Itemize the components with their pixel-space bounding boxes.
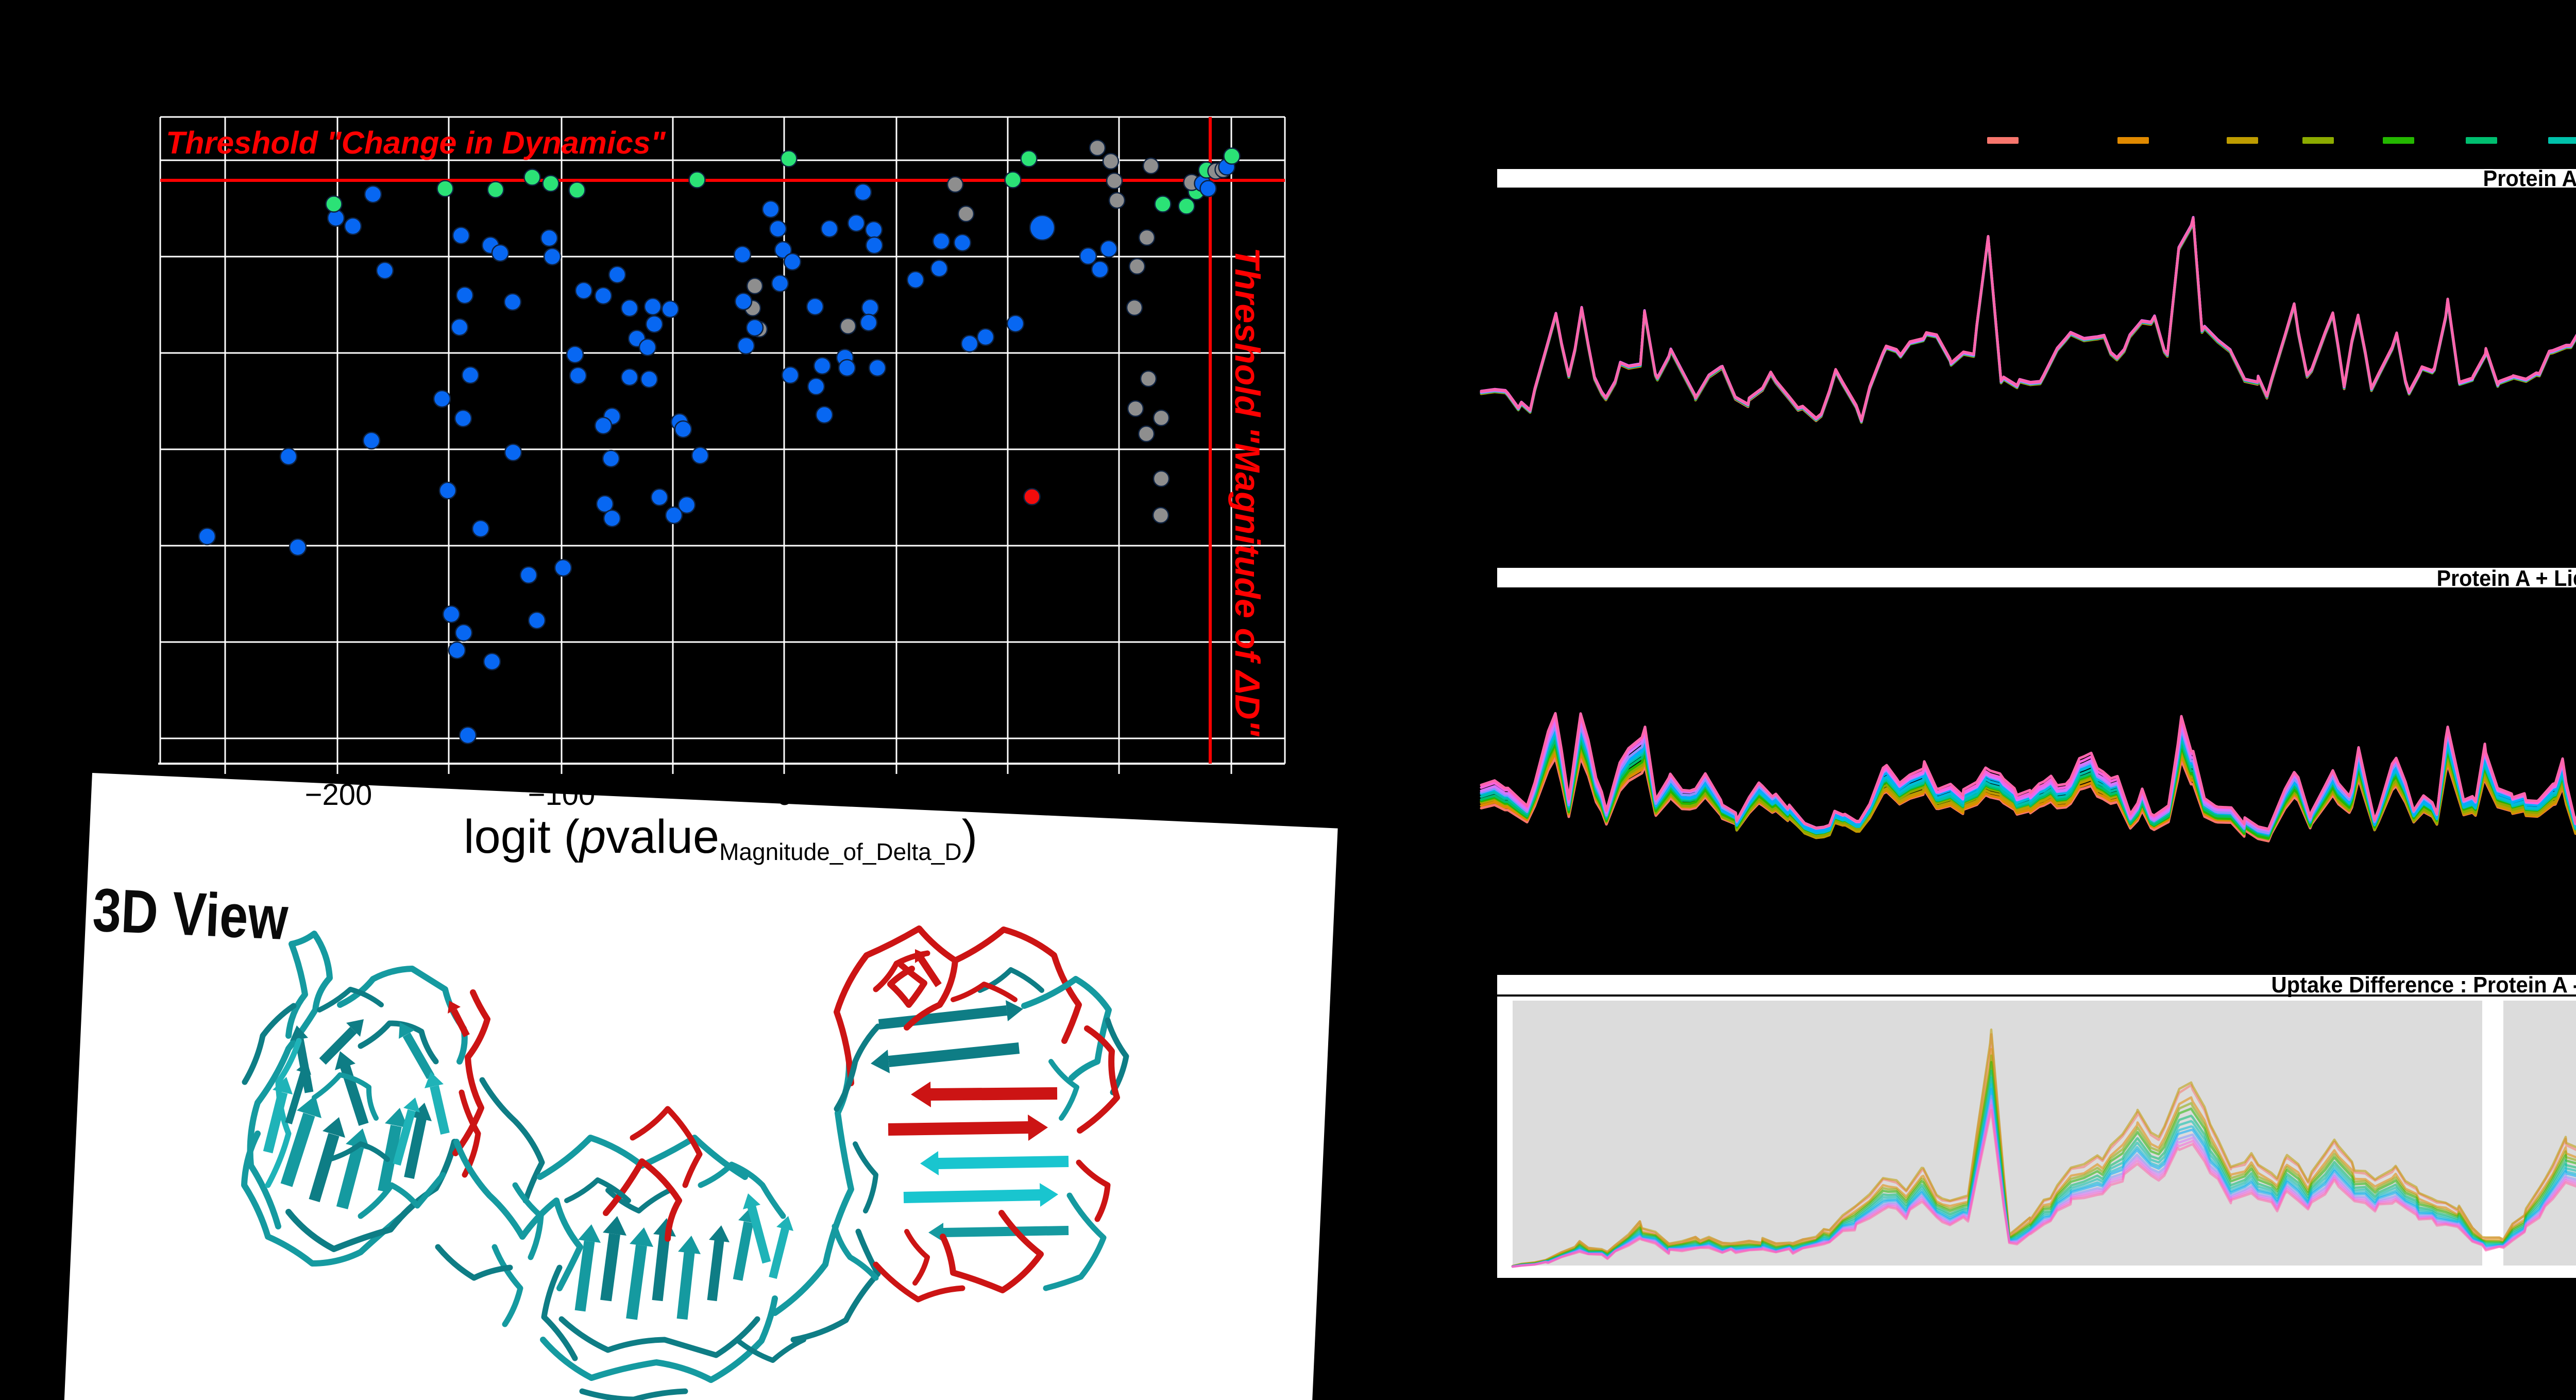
svg-text:3D View: 3D View xyxy=(91,875,290,953)
svg-text:Threshold "Magnitude of ΔD": Threshold "Magnitude of ΔD" xyxy=(1228,247,1267,737)
svg-text:Uptake Difference : Protein A: Uptake Difference : Protein A - (Protein… xyxy=(2272,972,2576,998)
svg-text:Protein A: Protein A xyxy=(2483,166,2576,191)
svg-text:Threshold "Change in Dynamics": Threshold "Change in Dynamics" xyxy=(166,125,666,160)
svg-text:Protein A + Ligand: Protein A + Ligand xyxy=(2437,566,2576,591)
svg-text:0: 0 xyxy=(776,778,793,812)
svg-text:−200: −200 xyxy=(305,778,372,812)
svg-text:−100: −100 xyxy=(528,778,596,812)
